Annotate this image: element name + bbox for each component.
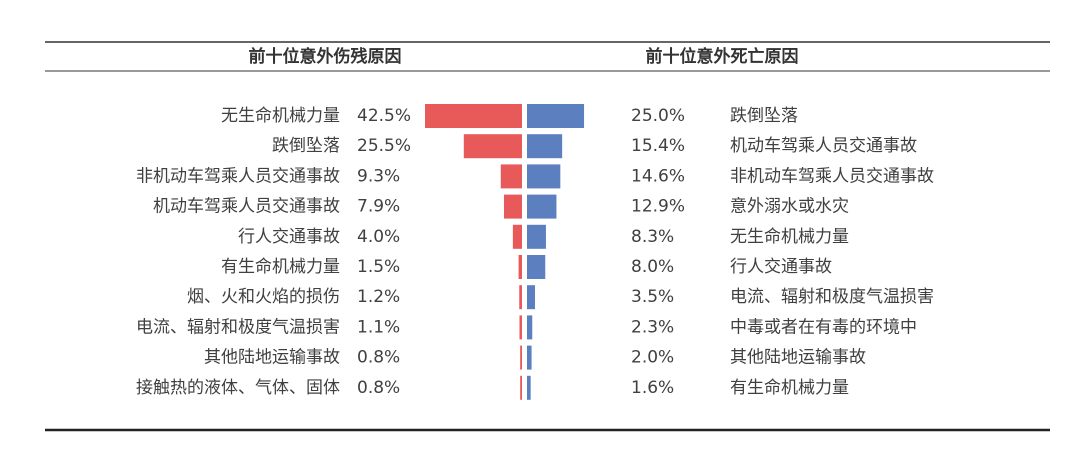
value-label: 3.5% [631, 287, 674, 307]
bar [503, 194, 522, 219]
category-label: 其他陆地运输事故 [204, 348, 340, 368]
bar [519, 285, 522, 310]
bar [527, 315, 533, 340]
bar [527, 194, 557, 219]
value-label: 1.6% [631, 378, 674, 398]
category-label: 烟、火和火焰的损伤 [187, 287, 340, 307]
bar [527, 224, 546, 249]
category-label: 非机动车驾乘人员交通事故 [136, 166, 340, 186]
category-label: 无生命机械力量 [221, 106, 340, 126]
bar [527, 345, 532, 370]
value-label: 8.3% [631, 227, 674, 247]
category-label: 电流、辐射和极度气温损害 [136, 317, 340, 337]
value-label: 15.4% [631, 136, 685, 156]
value-label: 42.5% [357, 106, 411, 126]
category-label: 无生命机械力量 [730, 227, 849, 247]
category-label: 行人交通事故 [238, 227, 340, 247]
category-label: 机动车驾乘人员交通事故 [730, 136, 917, 156]
category-label: 有生命机械力量 [221, 257, 340, 277]
value-label: 1.5% [357, 257, 400, 277]
category-label: 接触热的液体、气体、固体 [136, 378, 340, 398]
category-label: 电流、辐射和极度气温损害 [730, 287, 934, 307]
value-label: 0.8% [357, 378, 400, 398]
category-label: 非机动车驾乘人员交通事故 [730, 166, 934, 186]
bar [518, 255, 522, 279]
bar [527, 375, 531, 400]
bar [425, 104, 522, 128]
value-label: 14.6% [631, 166, 685, 186]
value-label: 9.3% [357, 166, 400, 186]
category-label: 行人交通事故 [730, 257, 832, 277]
category-label: 中毒或者在有毒的环境中 [730, 317, 917, 337]
left-title: 前十位意外伤残原因 [249, 46, 402, 67]
value-label: 0.8% [357, 348, 400, 368]
category-label: 意外溺水或水灾 [730, 197, 849, 217]
bar [520, 345, 522, 370]
bar [527, 104, 585, 128]
bar [519, 315, 522, 340]
bar [512, 224, 522, 249]
bar [520, 375, 522, 400]
value-label: 25.5% [357, 136, 411, 156]
bar [527, 285, 535, 310]
category-label: 其他陆地运输事故 [730, 348, 866, 368]
value-label: 25.0% [631, 106, 685, 126]
bar [527, 164, 561, 189]
value-label: 2.3% [631, 317, 674, 337]
category-label: 机动车驾乘人员交通事故 [153, 197, 340, 217]
value-label: 1.1% [357, 317, 400, 337]
bar [527, 134, 563, 159]
value-label: 8.0% [631, 257, 674, 277]
category-label: 跌倒坠落 [272, 136, 340, 156]
value-label: 12.9% [631, 197, 685, 217]
value-label: 7.9% [357, 197, 400, 217]
value-label: 1.2% [357, 287, 400, 307]
value-label: 4.0% [357, 227, 400, 247]
bar [527, 255, 546, 279]
category-label: 跌倒坠落 [730, 106, 798, 126]
category-label: 有生命机械力量 [730, 378, 849, 398]
bar [500, 164, 522, 189]
bar [463, 134, 522, 159]
right-title: 前十位意外死亡原因 [646, 46, 799, 67]
value-label: 2.0% [631, 348, 674, 368]
